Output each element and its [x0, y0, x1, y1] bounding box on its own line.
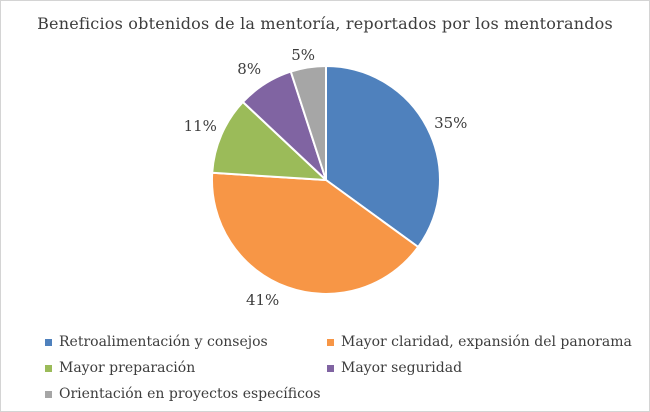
pie-data-label: 41%	[245, 291, 280, 310]
legend-marker-icon	[327, 365, 334, 372]
legend-item-1: Mayor claridad, expansión del panorama	[327, 335, 641, 350]
chart-title: Beneficios obtenidos de la mentoría, rep…	[37, 14, 613, 33]
pie-slice-4	[289, 65, 327, 181]
pie-data-label: 8%	[237, 59, 262, 78]
pie-data-label: 35%	[434, 114, 468, 133]
pie-slice-1	[210, 171, 420, 295]
legend: Retroalimentación y consejos Mayor clarid…	[45, 335, 641, 402]
legend-marker-icon	[45, 391, 52, 398]
legend-marker-icon	[45, 365, 52, 372]
legend-marker-icon	[327, 339, 334, 346]
legend-label: Mayor seguridad	[341, 360, 463, 376]
legend-item-4: Orientación en proyectos específicos	[45, 387, 327, 402]
pie-slice-0	[325, 65, 441, 248]
pie-data-label: 11%	[183, 116, 217, 135]
legend-label: Mayor preparación	[59, 360, 196, 376]
legend-item-2: Mayor preparación	[45, 361, 327, 376]
legend-item-3: Mayor seguridad	[327, 361, 641, 376]
legend-label: Orientación en proyectos específicos	[59, 386, 321, 402]
legend-label: Retroalimentación y consejos	[59, 334, 268, 350]
legend-label: Mayor claridad, expansión del panorama	[341, 334, 632, 350]
legend-marker-icon	[45, 339, 52, 346]
pie-data-label: 5%	[291, 45, 316, 64]
pie-slice-2	[211, 101, 327, 181]
legend-item-0: Retroalimentación y consejos	[45, 335, 327, 350]
